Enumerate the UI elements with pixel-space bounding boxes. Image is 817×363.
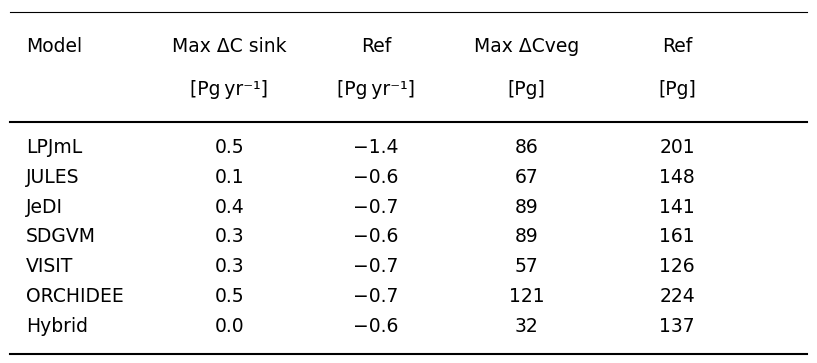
Text: 0.3: 0.3 [215,228,244,246]
Text: [Pg yr⁻¹]: [Pg yr⁻¹] [337,80,415,99]
Text: 161: 161 [659,228,695,246]
Text: 89: 89 [515,197,538,217]
Text: 57: 57 [515,257,538,276]
Text: JULES: JULES [26,168,79,187]
Text: 32: 32 [515,317,538,336]
Text: 0.1: 0.1 [215,168,244,187]
Text: Max ΔCveg: Max ΔCveg [474,37,579,56]
Text: [Pg]: [Pg] [659,80,696,99]
Text: −0.7: −0.7 [353,257,399,276]
Text: 86: 86 [515,138,538,157]
Text: SDGVM: SDGVM [26,228,96,246]
Text: 126: 126 [659,257,695,276]
Text: 0.3: 0.3 [215,257,244,276]
Text: −0.6: −0.6 [353,228,399,246]
Text: 0.5: 0.5 [215,138,244,157]
Text: −0.6: −0.6 [353,317,399,336]
Text: ORCHIDEE: ORCHIDEE [26,287,123,306]
Text: VISIT: VISIT [26,257,74,276]
Text: 0.0: 0.0 [215,317,244,336]
Text: 67: 67 [515,168,538,187]
Text: Hybrid: Hybrid [26,317,87,336]
Text: −1.4: −1.4 [353,138,399,157]
Text: 148: 148 [659,168,695,187]
Text: Model: Model [26,37,82,56]
Text: [Pg yr⁻¹]: [Pg yr⁻¹] [190,80,268,99]
Text: 137: 137 [659,317,695,336]
Text: 0.4: 0.4 [215,197,244,217]
Text: −0.6: −0.6 [353,168,399,187]
Text: −0.7: −0.7 [353,287,399,306]
Text: JeDI: JeDI [26,197,63,217]
Text: 201: 201 [659,138,695,157]
Text: 0.5: 0.5 [215,287,244,306]
Text: 121: 121 [509,287,544,306]
Text: 141: 141 [659,197,695,217]
Text: 224: 224 [659,287,695,306]
Text: [Pg]: [Pg] [507,80,546,99]
Text: LPJmL: LPJmL [26,138,82,157]
Text: Ref: Ref [361,37,391,56]
Text: Max ΔC sink: Max ΔC sink [172,37,287,56]
Text: 89: 89 [515,228,538,246]
Text: Ref: Ref [662,37,692,56]
Text: −0.7: −0.7 [353,197,399,217]
